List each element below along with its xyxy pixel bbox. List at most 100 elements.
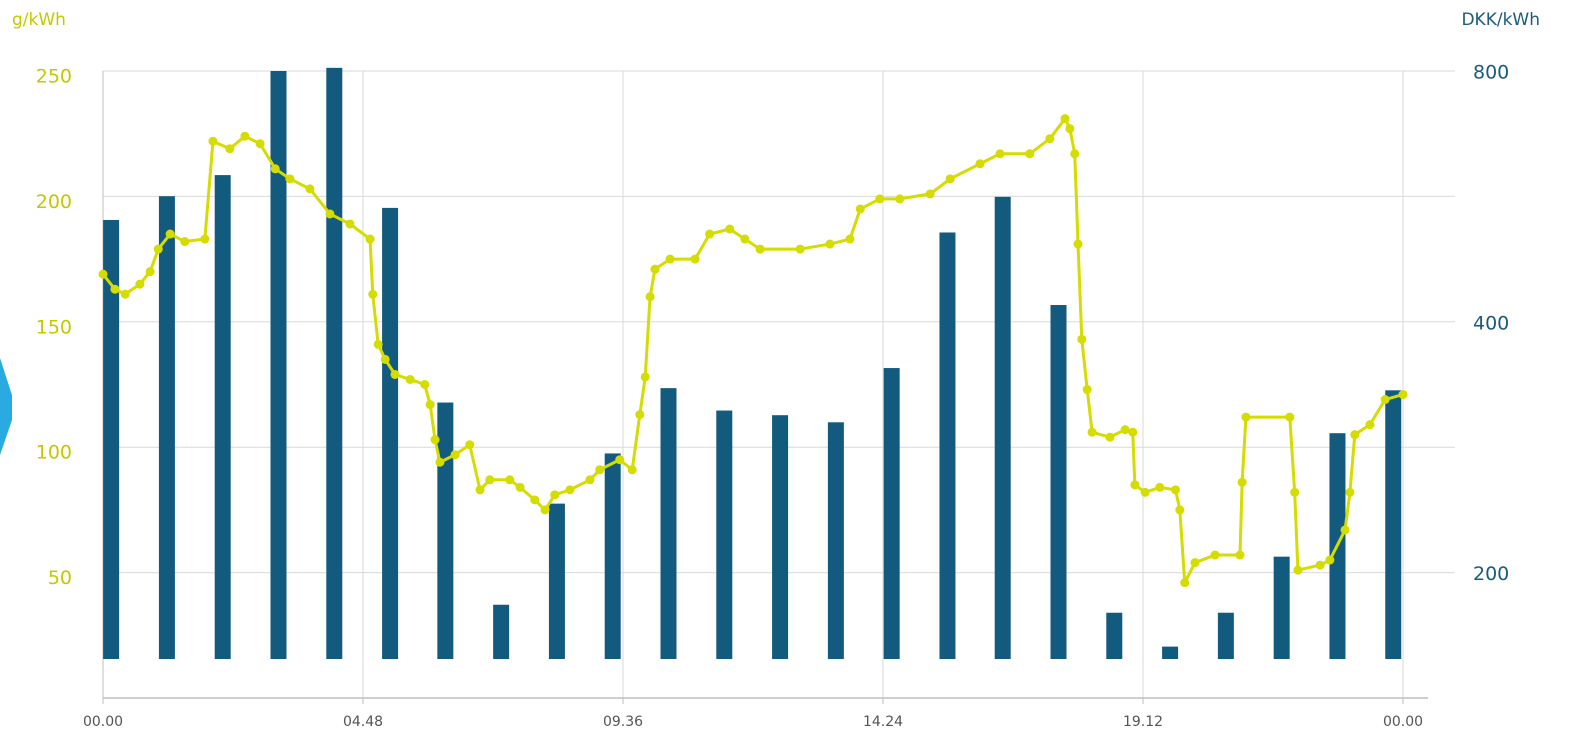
line-point (1293, 565, 1303, 575)
line-point (1365, 420, 1375, 430)
line-point (1070, 149, 1080, 159)
line-point (615, 455, 625, 465)
line-point (405, 374, 415, 384)
y-tick-label: 50 (48, 567, 72, 589)
y-tick-label: 150 (36, 316, 72, 338)
line-point (1105, 432, 1115, 442)
line-point (180, 237, 190, 247)
bar (660, 388, 677, 659)
bar (883, 368, 900, 659)
line-point (240, 131, 250, 141)
line-point (1077, 334, 1087, 344)
line-point (1140, 487, 1150, 497)
line-point (945, 174, 955, 184)
bar (1273, 556, 1290, 659)
x-tick-label: 19.12 (1123, 714, 1163, 730)
line-point (530, 495, 540, 505)
line-point (1060, 114, 1070, 124)
line-point (540, 505, 550, 515)
line-point (550, 490, 560, 500)
line-point (345, 219, 355, 229)
line-point (1380, 395, 1390, 405)
bar (214, 175, 231, 660)
line-point (725, 224, 735, 234)
line-point (1241, 412, 1251, 422)
line-point (1290, 487, 1300, 497)
line-point (1190, 558, 1200, 568)
y2-axis-label: DKK/kWh (1461, 10, 1540, 30)
bar (1162, 646, 1179, 659)
line-point (255, 139, 265, 149)
line-point (635, 410, 645, 420)
line-point (875, 194, 885, 204)
line-point (135, 279, 145, 289)
line-point (1180, 578, 1190, 588)
line-point (110, 284, 120, 294)
line-point (690, 254, 700, 264)
line-point (380, 354, 390, 364)
line-point (325, 209, 335, 219)
line-point (1130, 480, 1140, 490)
line-point (368, 289, 378, 299)
line-point (1171, 485, 1180, 495)
line-point (595, 465, 605, 475)
line-point (365, 234, 375, 244)
decoration (0, 358, 12, 455)
line-point (565, 485, 575, 495)
line-point (1045, 134, 1055, 144)
y2-tick-label: 200 (1473, 563, 1509, 585)
bar (716, 410, 733, 659)
bar (604, 453, 621, 659)
line-point (1235, 550, 1245, 560)
line-point (270, 164, 280, 174)
line-point (755, 244, 765, 254)
line-point (845, 234, 855, 244)
x-tick-label: 04.48 (343, 714, 383, 730)
line-point (705, 229, 715, 239)
line (101, 117, 1404, 585)
line-point (425, 400, 435, 410)
x-tick-label: 14.24 (863, 714, 903, 730)
line-point (1025, 149, 1035, 159)
y-tick-label: 200 (36, 191, 72, 213)
line-point (1082, 385, 1092, 395)
line-point (975, 159, 985, 169)
line-point (450, 450, 460, 460)
x-tick-label: 09.36 (603, 714, 643, 730)
line-point (1210, 550, 1220, 560)
y-axis-label: g/kWh (12, 10, 66, 30)
line-point (485, 475, 495, 485)
bar (1050, 305, 1067, 659)
line-point (305, 184, 315, 194)
bar (994, 196, 1011, 659)
line-point (120, 289, 130, 299)
y-tick-label: 100 (36, 442, 72, 464)
line-point (1398, 390, 1408, 400)
line-point (390, 369, 400, 379)
line-point (373, 339, 383, 349)
bar (1106, 612, 1123, 659)
x-tick-label: 00.00 (83, 714, 123, 730)
line-point (1065, 124, 1075, 134)
bar (1217, 612, 1234, 659)
line-point (855, 204, 865, 214)
y-tick-label: 250 (36, 66, 72, 88)
line-point (1285, 412, 1295, 422)
line-point (645, 292, 655, 302)
bar (548, 503, 565, 659)
bar (1385, 390, 1402, 659)
line-point (1350, 430, 1360, 440)
bar (772, 415, 789, 659)
bar (326, 67, 343, 660)
line-point (475, 485, 485, 495)
line-point (740, 234, 750, 244)
line-point (825, 239, 835, 249)
line-point (1237, 477, 1247, 487)
line-point (995, 149, 1005, 159)
line-point (1340, 525, 1350, 535)
line-point (1073, 239, 1083, 249)
line-point (1345, 487, 1355, 497)
line-point (1128, 427, 1138, 437)
bar (939, 232, 956, 659)
